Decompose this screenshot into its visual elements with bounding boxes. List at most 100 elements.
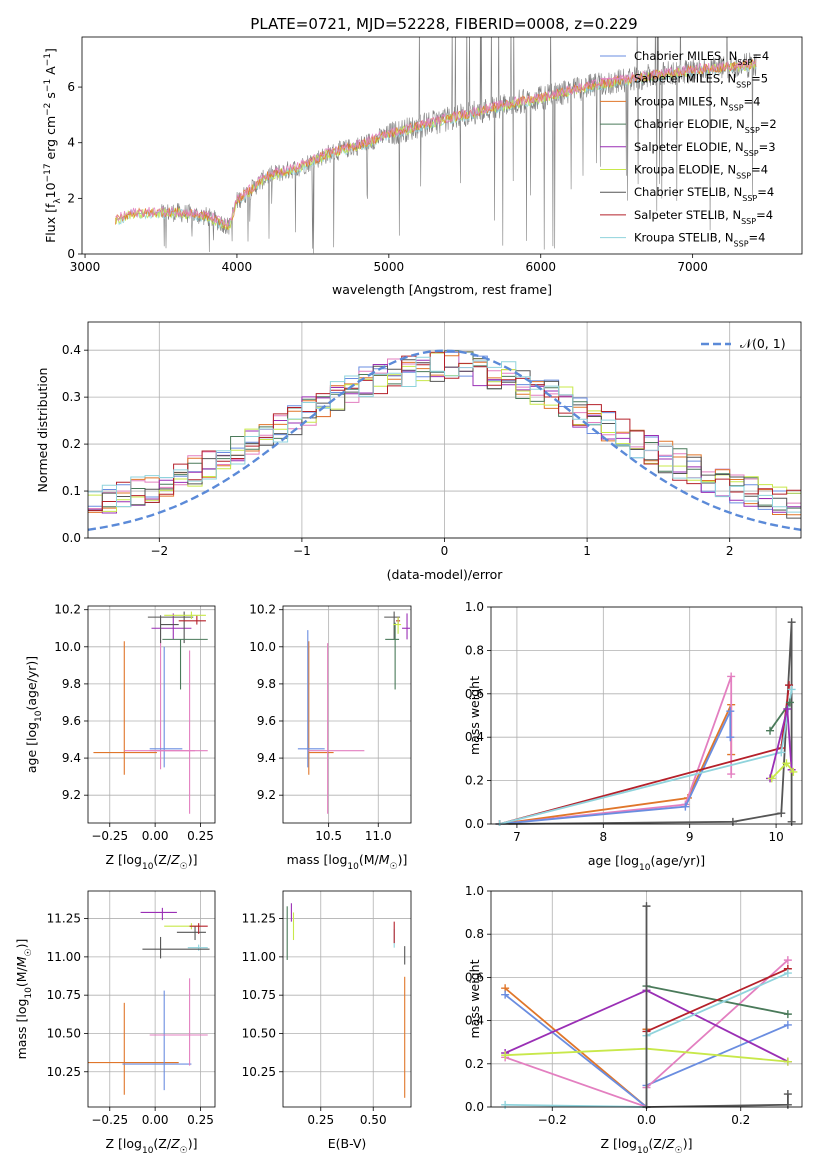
x-tick-label: 3000 bbox=[70, 260, 101, 274]
y-tick-label: 0 bbox=[67, 247, 75, 261]
weight-point-marker bbox=[783, 1100, 792, 1109]
y-axis-label: Normed distribution bbox=[35, 368, 50, 493]
mass-weight-vs-age-panel: 7 8 9 10 0.0 0.2 0.4 0.6 0.8 1.0 age [log10(age/yr… bbox=[465, 600, 803, 873]
x-tick-label: 7000 bbox=[677, 260, 708, 274]
weight-point-marker bbox=[787, 685, 796, 694]
y-axis-label: mass weight bbox=[467, 676, 482, 755]
weight-point-marker bbox=[783, 969, 792, 978]
y-tick-label: 1.0 bbox=[465, 884, 484, 898]
x-axis-label: Z [log10(Z/Z☉)] bbox=[600, 1136, 692, 1156]
axes-frame bbox=[490, 606, 803, 825]
x-tick-label: −2 bbox=[150, 544, 168, 558]
y-tick-label: 0.3 bbox=[62, 390, 81, 404]
y-tick-label: 10.25 bbox=[242, 1065, 276, 1079]
x-axis-label: age [log10(age/yr)] bbox=[588, 853, 705, 873]
spectrum-panel: 3000 4000 5000 6000 7000 0 2 4 6 wavelength [Angs… bbox=[43, 36, 803, 297]
y-tick-label: 9.2 bbox=[62, 788, 81, 802]
y-tick-label: 0.8 bbox=[465, 643, 484, 657]
x-tick-label: −0.2 bbox=[538, 1113, 567, 1127]
legend-entry: Kroupa STELIB, NSSP=4 bbox=[634, 231, 765, 249]
x-axis-label: wavelength [Angstrom, rest frame] bbox=[332, 282, 552, 297]
histogram-group bbox=[88, 349, 801, 531]
x-tick-label: −0.25 bbox=[91, 829, 128, 843]
model-spectrum-line bbox=[115, 59, 757, 227]
weight-point-marker bbox=[726, 707, 735, 716]
y-tick-label: 0.2 bbox=[465, 1057, 484, 1071]
weight-point-marker bbox=[783, 1090, 792, 1099]
x-tick-label: 1 bbox=[583, 544, 591, 558]
weight-point-marker bbox=[789, 767, 798, 776]
weight-point-marker bbox=[783, 1057, 792, 1066]
weight-point-marker bbox=[767, 774, 776, 783]
weight-point-marker bbox=[783, 1020, 792, 1029]
weight-series-group bbox=[501, 902, 792, 1109]
legend-entry: Chabrier STELIB, NSSP=4 bbox=[634, 185, 774, 203]
legend-entry: Kroupa MILES, NSSP=4 bbox=[634, 94, 760, 112]
x-tick-label: 11.0 bbox=[365, 829, 392, 843]
weight-point-marker bbox=[501, 1100, 510, 1109]
weight-point-marker bbox=[727, 770, 736, 779]
x-tick-label: 0.00 bbox=[142, 1113, 169, 1127]
x-axis-label: (data-model)/error bbox=[387, 567, 504, 582]
normal-curve bbox=[88, 349, 801, 531]
y-tick-label: 9.6 bbox=[257, 714, 276, 728]
y-tick-label: 10.75 bbox=[242, 988, 276, 1002]
y-tick-label: 10.0 bbox=[54, 640, 81, 654]
y-axis-label: mass weight bbox=[467, 959, 482, 1038]
age-vs-mass-panel: 10.5 11.0 9.2 9.4 9.6 9.8 10.0 10.2 mass [log10(… bbox=[249, 603, 412, 872]
y-tick-label: 9.8 bbox=[62, 677, 81, 691]
weight-point-marker bbox=[787, 618, 796, 627]
weight-point-marker bbox=[728, 817, 737, 826]
spectrum-lines bbox=[115, 37, 757, 254]
legend-entry: Salpeter ELODIE, NSSP=3 bbox=[634, 140, 776, 158]
y-axis-label: Flux [fλ10−17 erg cm−2 s−1 A−1] bbox=[43, 48, 63, 243]
x-tick-label: 0.25 bbox=[187, 1113, 214, 1127]
residuals-histogram-panel: −2 −1 0 1 2 0.0 0.1 0.2 0.3 0.4 (data-model)/error… bbox=[35, 321, 802, 582]
axes-frame bbox=[282, 890, 412, 1108]
y-tick-label: 0.4 bbox=[465, 1014, 484, 1028]
weight-point-marker bbox=[785, 681, 794, 690]
figure-title: PLATE=0721, MJD=52228, FIBERID=0008, z=0… bbox=[250, 15, 637, 33]
x-tick-label: 10 bbox=[768, 830, 783, 844]
weight-point-marker bbox=[642, 902, 651, 911]
x-axis-label: E(B-V) bbox=[328, 1136, 367, 1151]
y-tick-label: 9.2 bbox=[257, 788, 276, 802]
x-tick-label: 0.50 bbox=[360, 1113, 387, 1127]
y-tick-label: 10.75 bbox=[47, 988, 81, 1002]
residual-histogram bbox=[88, 356, 801, 513]
y-tick-label: 0.2 bbox=[62, 437, 81, 451]
axes-frame bbox=[87, 605, 216, 824]
y-tick-label: 1.0 bbox=[465, 600, 484, 614]
y-tick-label: 9.4 bbox=[62, 751, 81, 765]
weight-point-marker bbox=[783, 704, 792, 713]
weight-point-marker bbox=[726, 733, 735, 742]
weight-point-marker bbox=[501, 1051, 510, 1060]
legend-entry: Chabrier MILES, NSSP=4 bbox=[634, 49, 769, 67]
y-tick-label: 9.6 bbox=[62, 714, 81, 728]
y-tick-label: 10.2 bbox=[54, 603, 81, 617]
y-tick-label: 0.1 bbox=[62, 484, 81, 498]
y-tick-label: 0.4 bbox=[62, 343, 81, 357]
x-axis-label: mass [log10(M/M☉)] bbox=[287, 852, 408, 872]
x-tick-label: 10.5 bbox=[315, 829, 342, 843]
x-tick-label: −0.25 bbox=[91, 1113, 128, 1127]
mass-vs-metallicity-panel: −0.25 0.00 0.25 10.25 10.50 10.75 11.00 11.25 Z … bbox=[14, 890, 216, 1156]
x-tick-label: 8 bbox=[599, 830, 607, 844]
y-tick-label: 11.25 bbox=[47, 912, 81, 926]
x-tick-label: 7 bbox=[513, 830, 521, 844]
y-tick-label: 0.2 bbox=[465, 774, 484, 788]
y-axis-label: mass [log10(M/M☉)] bbox=[14, 939, 34, 1060]
y-tick-label: 0.6 bbox=[465, 687, 484, 701]
y-tick-label: 4 bbox=[67, 136, 75, 150]
weight-point-marker bbox=[783, 1010, 792, 1019]
y-tick-label: 9.8 bbox=[257, 677, 276, 691]
weight-point-marker bbox=[777, 809, 786, 818]
y-tick-label: 11.00 bbox=[47, 950, 81, 964]
x-tick-label: 0.25 bbox=[307, 1113, 334, 1127]
weight-series-line bbox=[769, 701, 791, 732]
weight-series-line bbox=[499, 704, 733, 825]
x-tick-label: 2 bbox=[726, 544, 734, 558]
y-tick-label: 9.4 bbox=[257, 751, 276, 765]
x-tick-label: 0.2 bbox=[731, 1113, 750, 1127]
weight-point-marker bbox=[787, 817, 796, 826]
